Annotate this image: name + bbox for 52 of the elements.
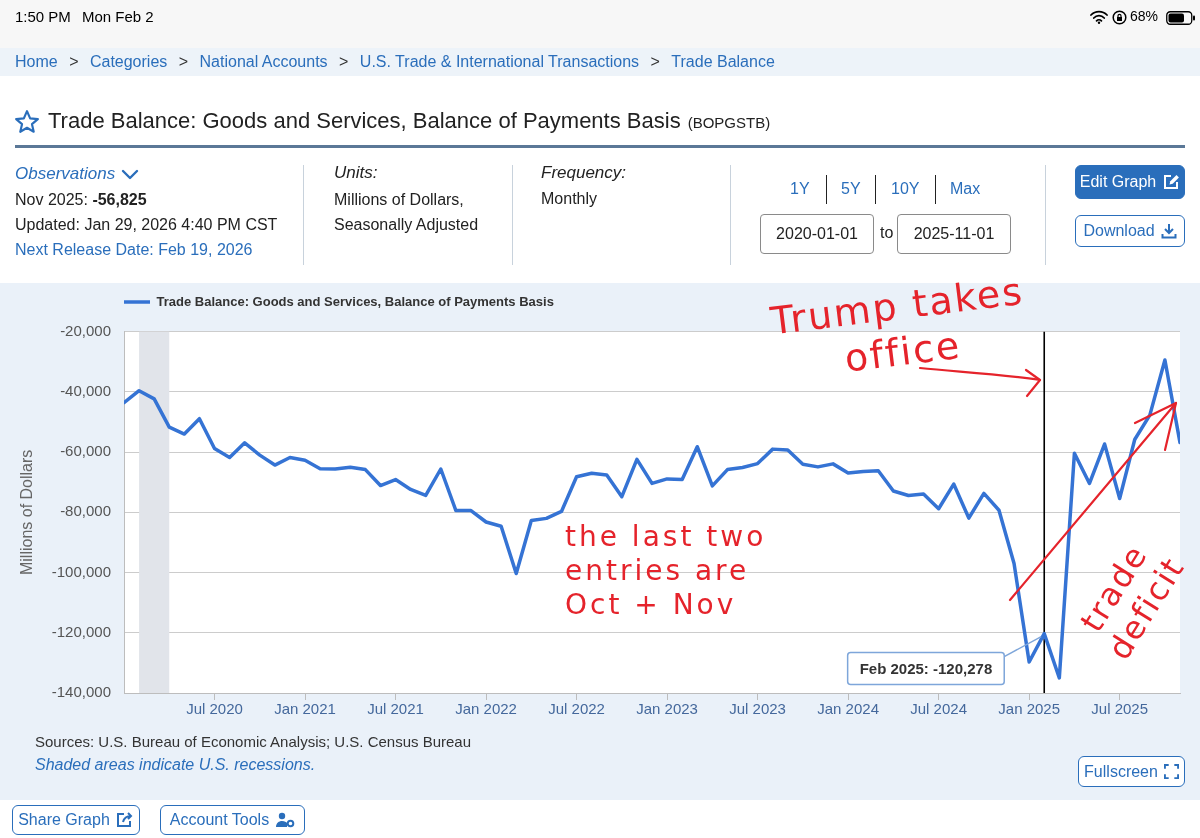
button: Edit Graph xyxy=(1075,165,1185,199)
text: Mon Feb 2 xyxy=(82,8,154,25)
text: Shaded areas indicate U.S. recessions. xyxy=(35,756,316,774)
y-tick-label: -40,000 xyxy=(60,382,111,400)
chart-subtitle: (BOPGSTB) xyxy=(687,114,771,131)
legend-label: Trade Balance: Goods and Services, Balance of Payments Basis xyxy=(156,293,554,309)
x-tick-label: Jan 2021 xyxy=(274,700,336,718)
text: 10Y xyxy=(891,180,920,198)
button: Fullscreen xyxy=(1078,756,1185,787)
text: 68% xyxy=(1130,8,1159,24)
text: Units: xyxy=(334,163,378,183)
y-tick-label: -20,000 xyxy=(60,321,111,339)
button: Download xyxy=(1075,215,1185,247)
y-tick-label: -140,000 xyxy=(51,683,111,701)
button: Account Tools xyxy=(160,805,305,835)
text: Observations xyxy=(15,164,116,184)
annotation: the last two entries are Oct + Nov xyxy=(565,520,768,622)
annotation: Trump takes office xyxy=(767,267,1028,383)
text: Home > Categories > National Accounts > U.S. Trade & International Transactions > Trade Balance xyxy=(15,53,775,70)
x-tick-label: Jan 2023 xyxy=(636,700,698,718)
text: Updated: Jan 29, 2026 4:40 PM CST xyxy=(15,216,278,234)
text: to xyxy=(880,224,894,242)
button: Share Graph xyxy=(12,805,140,835)
x-tick-label: Jul 2021 xyxy=(367,700,424,718)
source-note: Sources: U.S. Bureau of Economic Analysis; U.S. Census Bureau xyxy=(35,733,472,750)
x-tick-label: Jan 2024 xyxy=(817,700,879,718)
x-tick-label: Jul 2025 xyxy=(1091,700,1149,718)
y-tick-label: -60,000 xyxy=(60,442,111,460)
x-tick-label: Jul 2020 xyxy=(186,700,243,718)
y-axis-title: Millions of Dollars xyxy=(18,449,36,576)
text: Monthly xyxy=(541,190,598,208)
y-tick-label: -100,000 xyxy=(51,562,111,580)
date-field: 2025-11-01 xyxy=(897,214,1011,254)
text: Seasonally Adjusted xyxy=(334,216,479,234)
x-tick-label: Jul 2023 xyxy=(729,700,786,718)
x-tick-label: Jul 2024 xyxy=(910,700,967,718)
text: Max xyxy=(950,180,981,198)
x-tick-label: Jan 2025 xyxy=(998,700,1061,718)
x-tick-label: Jan 2022 xyxy=(455,700,517,718)
text: 1:50 PM xyxy=(15,8,71,25)
text: Frequency: xyxy=(541,163,627,183)
chart-title: Trade Balance: Goods and Services, Balance of Payments Basis xyxy=(48,108,681,133)
date-field: 2020-01-01 xyxy=(760,214,874,254)
text: Millions of Dollars, xyxy=(334,191,464,209)
text: Next Release Date: Feb 19, 2026 xyxy=(15,241,253,259)
text: 5Y xyxy=(841,180,861,198)
annotation: Feb 2025: -120,278 xyxy=(859,659,993,677)
text: 1Y xyxy=(790,180,810,198)
x-tick-label: Jul 2022 xyxy=(548,700,605,718)
y-tick-label: -80,000 xyxy=(60,502,111,520)
y-tick-label: -120,000 xyxy=(51,622,111,640)
text: Nov 2025: -56,825 xyxy=(15,191,147,208)
